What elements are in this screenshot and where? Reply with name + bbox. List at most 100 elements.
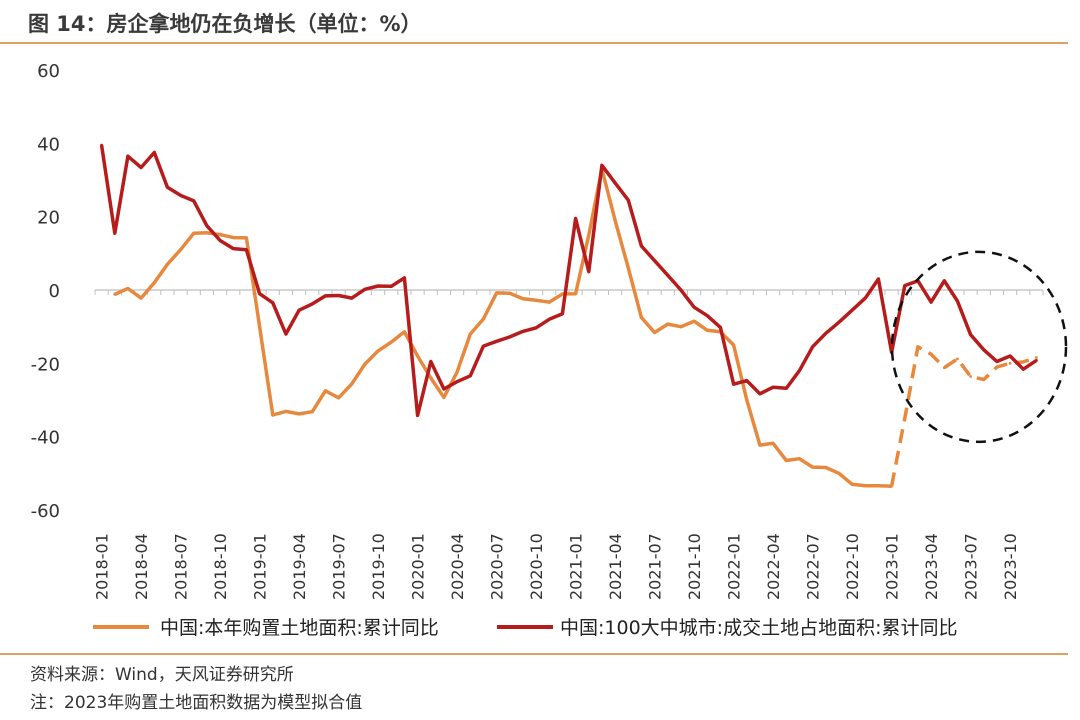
data-point bbox=[798, 457, 801, 461]
x-tick-label: 2023-01 bbox=[883, 533, 902, 600]
data-point bbox=[877, 484, 880, 488]
data-point bbox=[626, 266, 630, 270]
data-point bbox=[166, 185, 169, 189]
data-point bbox=[666, 322, 670, 326]
data-point bbox=[982, 348, 986, 352]
data-point bbox=[284, 332, 288, 336]
data-point bbox=[297, 412, 301, 416]
data-point bbox=[863, 296, 867, 300]
x-tick-label: 2018-01 bbox=[93, 533, 112, 600]
data-point bbox=[350, 296, 354, 300]
x-tick-label: 2021-04 bbox=[606, 533, 625, 600]
data-point bbox=[929, 352, 933, 356]
x-tick-label: 2022-10 bbox=[843, 533, 862, 600]
data-point bbox=[877, 277, 880, 281]
data-point bbox=[442, 396, 446, 399]
data-point bbox=[653, 331, 656, 334]
x-tick-label: 2022-01 bbox=[725, 533, 744, 600]
legend: 中国:本年购置土地面积:累计同比 中国:100大中城市:成交土地占地面积:累计同比 bbox=[93, 617, 957, 639]
data-point bbox=[1008, 354, 1012, 358]
data-point bbox=[745, 398, 749, 402]
y-tick-label: -20 bbox=[31, 354, 60, 375]
chart-title: 图 14：房企拿地仍在负增长（单位：%） bbox=[28, 12, 422, 36]
legend-label-1: 中国:本年购置土地面积:累计同比 bbox=[160, 617, 439, 639]
data-point bbox=[403, 330, 406, 334]
legend-label-2: 中国:100大中城市:成交土地占地面积:累计同比 bbox=[560, 617, 957, 639]
data-point bbox=[126, 287, 130, 290]
data-point bbox=[771, 441, 775, 445]
data-point bbox=[258, 325, 261, 329]
data-point bbox=[482, 344, 485, 348]
data-point bbox=[561, 292, 564, 296]
data-point bbox=[626, 198, 630, 202]
series-layer bbox=[99, 143, 1038, 488]
data-point bbox=[547, 317, 551, 321]
data-point bbox=[903, 284, 907, 287]
data-point bbox=[890, 484, 893, 488]
x-tick-label: 2019-01 bbox=[251, 533, 270, 600]
data-point bbox=[969, 375, 972, 378]
data-point bbox=[837, 320, 841, 324]
data-point bbox=[258, 292, 261, 296]
data-point bbox=[824, 331, 828, 335]
data-point bbox=[468, 332, 472, 336]
data-point bbox=[468, 374, 472, 378]
data-point bbox=[534, 326, 538, 330]
data-point bbox=[587, 270, 591, 274]
data-point bbox=[784, 459, 788, 462]
data-point bbox=[811, 345, 814, 349]
data-point bbox=[1021, 367, 1025, 371]
data-point bbox=[666, 273, 670, 277]
x-tick-label: 2022-07 bbox=[804, 533, 823, 600]
data-point bbox=[152, 281, 156, 285]
data-point bbox=[771, 385, 775, 389]
data-point bbox=[271, 301, 275, 305]
data-point bbox=[363, 362, 367, 366]
data-point bbox=[284, 409, 288, 413]
data-point bbox=[521, 330, 525, 333]
data-point bbox=[1035, 356, 1038, 359]
data-point bbox=[1021, 360, 1025, 364]
data-point bbox=[732, 343, 735, 347]
data-point bbox=[376, 284, 380, 288]
data-point bbox=[534, 298, 538, 302]
data-point bbox=[455, 380, 459, 384]
data-point bbox=[587, 233, 591, 237]
data-point bbox=[113, 293, 117, 296]
data-point bbox=[574, 217, 577, 220]
data-point bbox=[719, 326, 722, 329]
data-point bbox=[995, 365, 999, 369]
data-point bbox=[732, 382, 735, 386]
x-tick-label: 2020-07 bbox=[488, 533, 507, 600]
data-point bbox=[916, 345, 920, 349]
data-point bbox=[508, 291, 512, 295]
data-point bbox=[705, 328, 709, 332]
data-point bbox=[205, 231, 209, 235]
x-tick-label: 2019-07 bbox=[330, 533, 349, 600]
series-1 bbox=[113, 167, 1038, 488]
x-tick-label: 2018-10 bbox=[211, 533, 230, 600]
data-point bbox=[429, 360, 433, 363]
x-tick-label: 2018-07 bbox=[172, 533, 191, 600]
x-tick-label: 2022-04 bbox=[764, 533, 783, 600]
data-point bbox=[903, 416, 907, 420]
y-tick-label: -60 bbox=[31, 501, 60, 522]
data-point bbox=[942, 366, 946, 370]
data-point bbox=[929, 300, 933, 304]
x-tick-label: 2018-04 bbox=[132, 533, 151, 600]
data-point bbox=[995, 360, 999, 363]
data-point bbox=[798, 369, 801, 373]
x-tick-label: 2019-04 bbox=[290, 533, 309, 600]
data-point bbox=[758, 392, 762, 396]
data-point bbox=[245, 236, 248, 240]
data-point bbox=[403, 276, 406, 280]
x-tick-label: 2023-10 bbox=[1001, 533, 1020, 600]
data-point bbox=[942, 279, 946, 283]
data-point bbox=[547, 300, 551, 304]
data-point bbox=[811, 465, 814, 469]
data-point bbox=[508, 335, 512, 339]
data-point bbox=[1035, 359, 1038, 362]
data-point bbox=[166, 262, 169, 266]
data-point bbox=[982, 378, 986, 381]
